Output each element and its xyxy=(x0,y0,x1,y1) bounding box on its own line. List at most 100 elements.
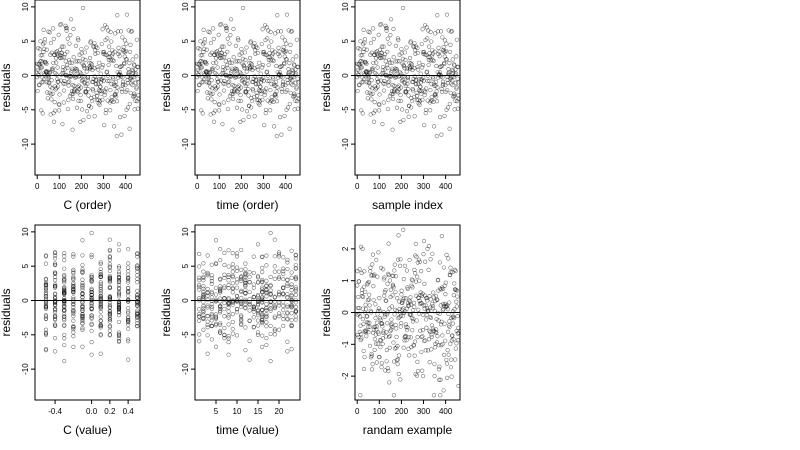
data-point xyxy=(410,285,415,290)
data-point xyxy=(434,63,439,69)
data-point xyxy=(219,44,225,49)
data-point xyxy=(89,252,94,257)
data-point xyxy=(448,90,453,96)
data-point xyxy=(73,75,78,80)
data-point xyxy=(455,314,460,319)
data-point xyxy=(52,317,58,322)
data-point xyxy=(71,277,76,282)
data-point xyxy=(432,373,437,379)
plot-frame xyxy=(34,224,141,401)
data-point xyxy=(243,272,248,277)
data-point xyxy=(271,76,276,81)
data-point xyxy=(367,81,372,86)
data-point xyxy=(53,108,58,113)
data-point xyxy=(130,68,136,73)
data-point xyxy=(132,91,137,96)
data-point xyxy=(402,263,408,268)
data-point xyxy=(282,54,287,59)
data-point xyxy=(359,331,364,337)
data-point xyxy=(222,250,227,255)
data-point xyxy=(380,68,385,73)
data-point xyxy=(455,288,460,293)
data-point xyxy=(357,311,362,317)
data-point xyxy=(428,108,433,113)
data-point xyxy=(94,77,99,82)
data-point xyxy=(393,43,398,48)
data-point xyxy=(438,115,443,120)
x-tick-label: 0 xyxy=(195,182,200,191)
data-point xyxy=(116,277,122,283)
data-point xyxy=(62,318,67,323)
data-point xyxy=(407,299,413,304)
data-point xyxy=(396,37,401,43)
data-point xyxy=(429,95,434,100)
data-point xyxy=(438,377,443,382)
data-point xyxy=(383,298,388,303)
data-point xyxy=(384,347,389,353)
data-point xyxy=(255,93,260,98)
data-point xyxy=(46,75,52,80)
data-point xyxy=(455,294,460,299)
data-point xyxy=(218,322,223,328)
data-point xyxy=(370,91,375,96)
data-point xyxy=(201,49,206,55)
data-point xyxy=(126,320,131,325)
data-point xyxy=(100,62,105,68)
data-point xyxy=(264,315,269,320)
data-point xyxy=(197,298,202,303)
data-point xyxy=(43,60,48,66)
data-point xyxy=(289,275,294,280)
data-point xyxy=(255,310,261,316)
data-point xyxy=(135,76,140,81)
y-tick-label: -10 xyxy=(181,363,190,375)
data-point xyxy=(95,93,100,98)
data-point xyxy=(80,326,85,331)
data-point xyxy=(243,287,248,293)
data-point xyxy=(382,78,387,84)
data-point xyxy=(295,64,301,69)
data-point xyxy=(245,81,250,87)
data-point xyxy=(83,57,88,63)
data-point xyxy=(409,99,415,104)
data-point xyxy=(412,267,417,273)
data-point xyxy=(287,49,293,55)
data-point xyxy=(120,75,125,80)
data-point xyxy=(239,51,244,56)
data-point xyxy=(226,297,231,302)
data-point xyxy=(111,76,116,81)
data-point xyxy=(388,287,393,292)
data-point xyxy=(80,56,86,61)
data-point xyxy=(234,293,240,298)
data-point xyxy=(435,297,440,303)
data-point xyxy=(112,124,117,129)
data-point xyxy=(289,294,294,299)
data-point xyxy=(371,297,376,303)
data-point xyxy=(379,361,385,366)
data-point xyxy=(405,325,410,330)
data-point xyxy=(437,377,442,382)
data-point xyxy=(426,244,431,249)
data-point xyxy=(36,83,42,88)
data-point xyxy=(258,84,263,89)
data-point xyxy=(398,257,403,262)
data-point xyxy=(234,265,240,270)
data-point xyxy=(79,78,84,84)
data-point xyxy=(444,57,449,62)
data-point xyxy=(293,262,298,268)
data-point xyxy=(365,96,370,101)
data-point xyxy=(243,279,248,284)
data-point xyxy=(376,102,381,107)
data-point xyxy=(363,60,368,66)
data-point xyxy=(234,74,239,79)
data-point xyxy=(213,312,219,317)
data-point xyxy=(255,294,261,299)
data-point xyxy=(359,270,364,276)
data-point xyxy=(426,309,431,314)
y-tick-label: 10 xyxy=(21,227,30,236)
data-point xyxy=(264,69,270,74)
data-point xyxy=(243,57,248,63)
data-point xyxy=(126,286,131,291)
data-point xyxy=(124,12,130,17)
data-point xyxy=(53,56,59,61)
